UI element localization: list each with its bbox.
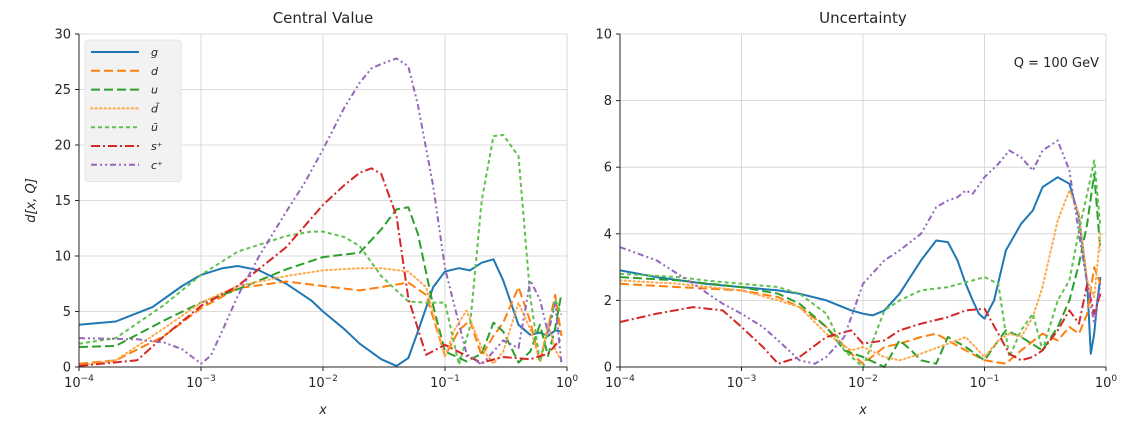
- y-tick-label: 30: [54, 28, 71, 43]
- x-axis-label: x: [858, 403, 867, 418]
- series-line-u: [79, 206, 563, 364]
- x-tick-label: 10−4: [605, 374, 635, 391]
- x-tick-label: 10−2: [308, 374, 338, 391]
- series-line-c⁺: [79, 57, 563, 366]
- chart-title: Central Value: [273, 9, 374, 27]
- legend-label: d: [151, 65, 159, 78]
- x-tick-label: 100: [1095, 374, 1118, 391]
- series-line-d̄: [620, 189, 1102, 362]
- y-tick-label: 15: [54, 194, 71, 209]
- chart-panel-1: 0 5 10 15 20 25 30 10−4 10−3 10−2 10−1 100 Central V…: [24, 9, 578, 418]
- y-tick-label: 6: [604, 161, 612, 176]
- legend-label: d̄: [151, 102, 160, 115]
- y-tick-label: 0: [604, 361, 612, 376]
- y-tick-label: 8: [604, 94, 612, 109]
- x-tick-label: 10−3: [727, 374, 757, 391]
- legend: gdu d̄ ū s⁺ c⁺: [84, 39, 182, 183]
- x-tick-label: 10−1: [970, 374, 1000, 391]
- legend-label: u: [151, 84, 158, 97]
- y-axis-label: d[x, Q]: [24, 178, 39, 223]
- series-line-ū: [620, 159, 1102, 368]
- y-tick-label: 2: [604, 294, 612, 309]
- x-tick-label: 100: [556, 374, 579, 391]
- x-tick-label: 10−2: [848, 374, 878, 391]
- y-tick-label: 25: [54, 83, 71, 98]
- annotation-label: Q = 100 GeV: [1014, 56, 1099, 71]
- legend-label: s⁺: [151, 140, 163, 153]
- y-tick-label: 10: [595, 28, 612, 43]
- x-tick-label: 10−3: [186, 374, 216, 391]
- series-line-u: [620, 172, 1102, 368]
- legend-label: c⁺: [151, 159, 163, 172]
- series-line-s⁺: [620, 282, 1102, 365]
- series-line-g: [79, 258, 562, 367]
- x-tick-label: 10−1: [430, 374, 460, 391]
- series-line-c⁺: [620, 139, 1102, 365]
- y-tick-label: 0: [63, 361, 71, 376]
- x-tick-label: 10−4: [64, 374, 94, 391]
- y-tick-label: 20: [54, 139, 71, 154]
- chart-title: Uncertainty: [819, 9, 907, 27]
- chart-panel-2: 0 2 4 6 8 10 10−4 10−3 10−2 10−1 100 Uncertainty x Q …: [595, 9, 1117, 418]
- legend-label: g: [151, 46, 158, 59]
- series-line-s⁺: [79, 167, 563, 367]
- x-axis-label: x: [318, 403, 327, 418]
- y-tick-label: 5: [63, 305, 71, 320]
- legend-label: ū: [151, 121, 158, 134]
- y-tick-label: 4: [604, 227, 612, 242]
- y-tick-label: 10: [54, 250, 71, 265]
- series-line-ū: [79, 134, 563, 366]
- legend-box: [84, 39, 182, 183]
- series-line-d: [620, 266, 1102, 365]
